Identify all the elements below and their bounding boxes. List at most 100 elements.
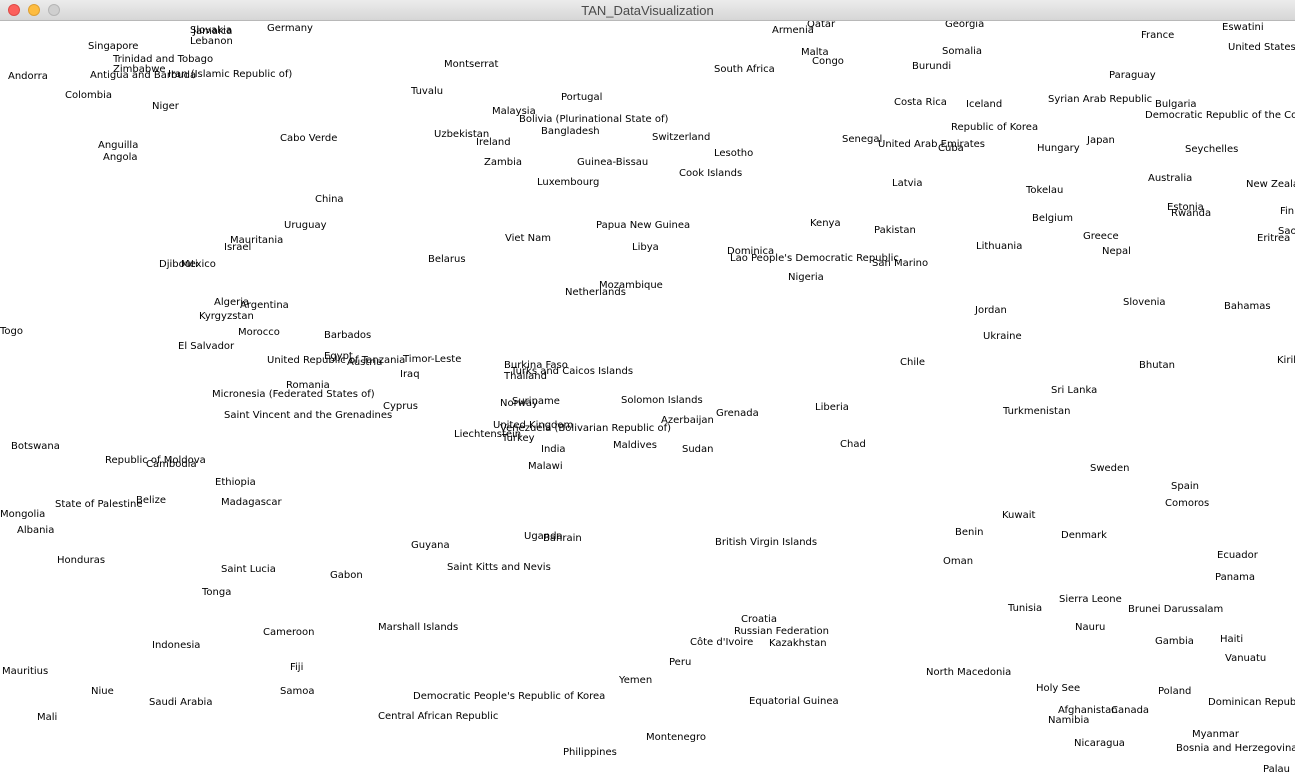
country-label: China bbox=[315, 194, 344, 205]
country-label: Anguilla bbox=[98, 140, 139, 151]
country-label: Republic of Moldova bbox=[105, 455, 206, 466]
country-label: Chad bbox=[840, 439, 866, 450]
country-label: Croatia bbox=[741, 614, 777, 625]
country-label: Zambia bbox=[484, 157, 522, 168]
country-label: Mauritius bbox=[2, 666, 49, 677]
country-label: Uzbekistan bbox=[434, 129, 490, 140]
country-label: El Salvador bbox=[178, 341, 235, 352]
country-label: Suriname bbox=[512, 396, 560, 407]
country-label: Sierra Leone bbox=[1059, 594, 1122, 605]
country-label: Myanmar bbox=[1192, 729, 1239, 740]
country-label: Montserrat bbox=[444, 59, 499, 70]
country-label: France bbox=[1141, 30, 1175, 41]
country-label: Chile bbox=[900, 357, 926, 368]
country-label: Yemen bbox=[619, 675, 653, 686]
country-label: Canada bbox=[1111, 705, 1150, 716]
country-label: Greece bbox=[1083, 231, 1119, 242]
country-label: Sao Tome and Principe bbox=[1278, 226, 1295, 237]
country-label: Singapore bbox=[88, 41, 139, 52]
country-label: Democratic People's Republic of Korea bbox=[413, 691, 606, 702]
maximize-window-icon[interactable] bbox=[48, 4, 60, 16]
country-label: Samoa bbox=[280, 686, 315, 697]
country-label: Gabon bbox=[330, 570, 363, 581]
country-label: Turks and Caicos Islands bbox=[511, 366, 634, 377]
country-label: Democratic Republic of the Congo bbox=[1145, 110, 1295, 121]
country-label: Azerbaijan bbox=[661, 415, 714, 426]
country-label: North Macedonia bbox=[926, 667, 1012, 678]
country-label: Saudi Arabia bbox=[149, 697, 213, 708]
window-title: TAN_DataVisualization bbox=[581, 3, 714, 18]
country-label: Ecuador bbox=[1217, 550, 1258, 561]
close-window-icon[interactable] bbox=[8, 4, 20, 16]
country-label: Barbados bbox=[324, 330, 372, 341]
country-label: Costa Rica bbox=[894, 97, 947, 108]
country-label: Nepal bbox=[1102, 246, 1131, 257]
country-label: Kazakhstan bbox=[769, 638, 827, 649]
country-label: Tuvalu bbox=[411, 86, 444, 97]
country-label: Senegal bbox=[842, 134, 883, 145]
country-label: Spain bbox=[1171, 481, 1199, 492]
country-label: Armenia bbox=[772, 25, 814, 36]
country-label: Seychelles bbox=[1185, 144, 1239, 155]
country-label: Eswatini bbox=[1222, 22, 1264, 33]
country-label: Nauru bbox=[1075, 622, 1106, 633]
country-label: Lesotho bbox=[714, 148, 754, 159]
country-label: Bahrain bbox=[543, 533, 582, 544]
country-label: Ireland bbox=[476, 137, 511, 148]
country-label: Cabo Verde bbox=[280, 133, 338, 144]
country-label: Cyprus bbox=[383, 401, 418, 412]
country-label: Germany bbox=[267, 23, 313, 34]
country-label: Georgia bbox=[945, 21, 985, 30]
country-label: Burundi bbox=[912, 61, 952, 72]
country-label: Russian Federation bbox=[734, 626, 829, 637]
country-label: Niger bbox=[152, 101, 179, 112]
country-label: Thailand bbox=[504, 371, 547, 382]
country-label: Montenegro bbox=[646, 732, 707, 743]
country-label: Morocco bbox=[238, 327, 280, 338]
country-label: Panama bbox=[1215, 572, 1256, 583]
country-label: Malaysia bbox=[492, 106, 536, 117]
country-label: Switzerland bbox=[652, 132, 711, 143]
country-label: Mexico bbox=[181, 259, 216, 270]
country-label: Tunisia bbox=[1008, 603, 1043, 614]
country-label: Kenya bbox=[810, 218, 841, 229]
country-label: South Africa bbox=[714, 64, 775, 75]
country-label: Bulgaria bbox=[1155, 99, 1197, 110]
country-label: Dominica bbox=[727, 246, 775, 257]
title-bar: TAN_DataVisualization bbox=[0, 0, 1295, 21]
country-label: Qatar bbox=[807, 21, 836, 30]
minimize-window-icon[interactable] bbox=[28, 4, 40, 16]
country-label: Fiji bbox=[290, 662, 304, 673]
country-label: Honduras bbox=[57, 555, 106, 566]
country-label: Grenada bbox=[716, 408, 759, 419]
country-label: Angola bbox=[103, 152, 138, 163]
country-label: Colombia bbox=[65, 90, 112, 101]
country-label: Eritrea bbox=[1257, 233, 1291, 244]
country-label: Central African Republic bbox=[378, 711, 499, 722]
country-label: Burkina Faso bbox=[504, 360, 568, 371]
country-label: Uruguay bbox=[284, 220, 327, 231]
country-label: Poland bbox=[1158, 686, 1192, 697]
country-label: Paraguay bbox=[1109, 70, 1156, 81]
country-label: Slovakia bbox=[190, 25, 232, 36]
country-label: Lao People's Democratic Republic bbox=[730, 253, 899, 264]
country-label: Japan bbox=[1087, 135, 1115, 146]
country-label: Afghanistan bbox=[1058, 705, 1118, 716]
country-label: Indonesia bbox=[152, 640, 201, 651]
country-label: Bahamas bbox=[1224, 301, 1271, 312]
country-label: Togo bbox=[0, 326, 23, 337]
country-label: Tonga bbox=[202, 587, 232, 598]
country-label: Bolivia (Plurinational State of) bbox=[519, 114, 669, 125]
country-label: Rwanda bbox=[1171, 208, 1212, 219]
country-label: Liberia bbox=[815, 402, 849, 413]
country-label: Solomon Islands bbox=[621, 395, 703, 406]
country-label: Saint Vincent and the Grenadines bbox=[224, 410, 393, 421]
country-label: Egypt bbox=[324, 351, 353, 362]
country-label: Malawi bbox=[528, 461, 563, 472]
country-label: Gambia bbox=[1155, 636, 1194, 647]
country-label: Dominican Republic bbox=[1208, 697, 1295, 708]
country-label: Benin bbox=[955, 527, 984, 538]
country-label: Equatorial Guinea bbox=[749, 696, 839, 707]
country-label: Kiribati bbox=[1277, 355, 1295, 366]
country-label: Botswana bbox=[11, 441, 60, 452]
